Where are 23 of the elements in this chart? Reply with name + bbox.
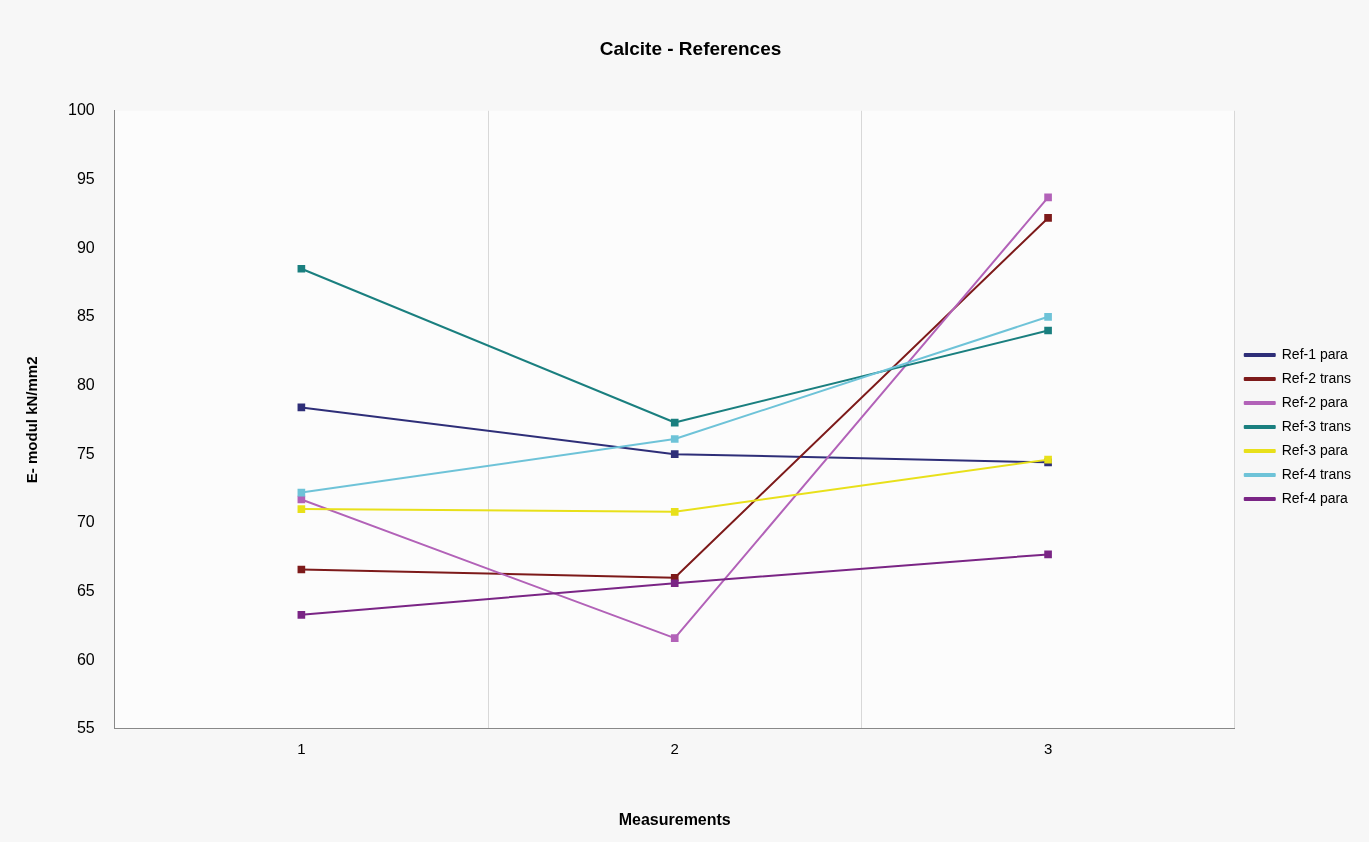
y-tick-label: 80 <box>76 375 95 393</box>
y-tick-label: 85 <box>76 307 95 325</box>
y-tick-label: 90 <box>76 238 95 256</box>
legend-label: Ref-1 para <box>1281 345 1349 362</box>
y-tick-label: 70 <box>76 513 95 531</box>
legend-label: Ref-3 trans <box>1281 417 1351 434</box>
x-tick-label: 1 <box>297 739 306 757</box>
legend-label: Ref-3 para <box>1281 441 1349 458</box>
y-tick-label: 65 <box>76 581 95 599</box>
legend-label: Ref-2 trans <box>1281 369 1351 386</box>
legend-label: Ref-2 para <box>1281 393 1349 410</box>
x-tick-label: 3 <box>1043 739 1053 757</box>
x-axis-title: Measurements <box>618 810 731 828</box>
y-tick-label: 60 <box>76 650 95 668</box>
chart-title: Calcite - References <box>599 37 782 59</box>
y-tick-label: 55 <box>76 719 95 737</box>
y-tick-label: 75 <box>76 444 95 462</box>
x-tick-label: 2 <box>670 739 679 757</box>
legend-label: Ref-4 para <box>1281 489 1349 506</box>
y-tick-label: 95 <box>76 169 95 187</box>
y-tick-label: 100 <box>67 101 95 119</box>
y-axis-title: E- modul kN/mm2 <box>23 356 41 484</box>
legend-label: Ref-4 trans <box>1281 465 1351 482</box>
